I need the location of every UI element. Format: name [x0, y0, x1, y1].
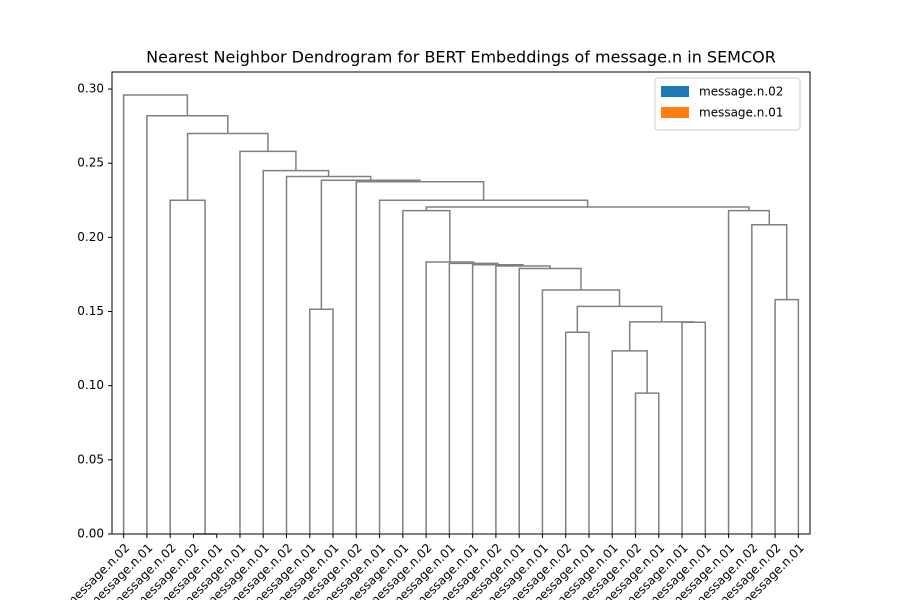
y-tick-label: 0.25	[77, 156, 104, 170]
y-tick-label: 0.10	[77, 378, 104, 392]
link	[774, 298, 800, 534]
legend-box	[654, 77, 801, 131]
link	[285, 175, 372, 534]
link	[186, 132, 269, 201]
legend-label: message.n.02	[699, 85, 783, 99]
link	[122, 94, 189, 534]
y-tick-label: 0.00	[77, 527, 104, 541]
y-tick-label: 0.30	[77, 82, 104, 96]
link	[495, 265, 551, 534]
link	[448, 262, 499, 534]
link	[355, 181, 485, 534]
y-tick-label: 0.05	[77, 452, 104, 466]
legend-label: message.n.01	[699, 106, 783, 120]
plot-frame	[111, 71, 811, 535]
legend-swatch	[661, 107, 689, 118]
y-tick-label: 0.15	[77, 304, 104, 318]
link	[518, 267, 582, 534]
y-tick-label: 0.20	[77, 230, 104, 244]
chart-title: Nearest Neighbor Dendrogram for BERT Emb…	[146, 48, 776, 67]
link	[146, 115, 229, 534]
legend-swatch	[661, 86, 689, 97]
link	[320, 179, 421, 310]
